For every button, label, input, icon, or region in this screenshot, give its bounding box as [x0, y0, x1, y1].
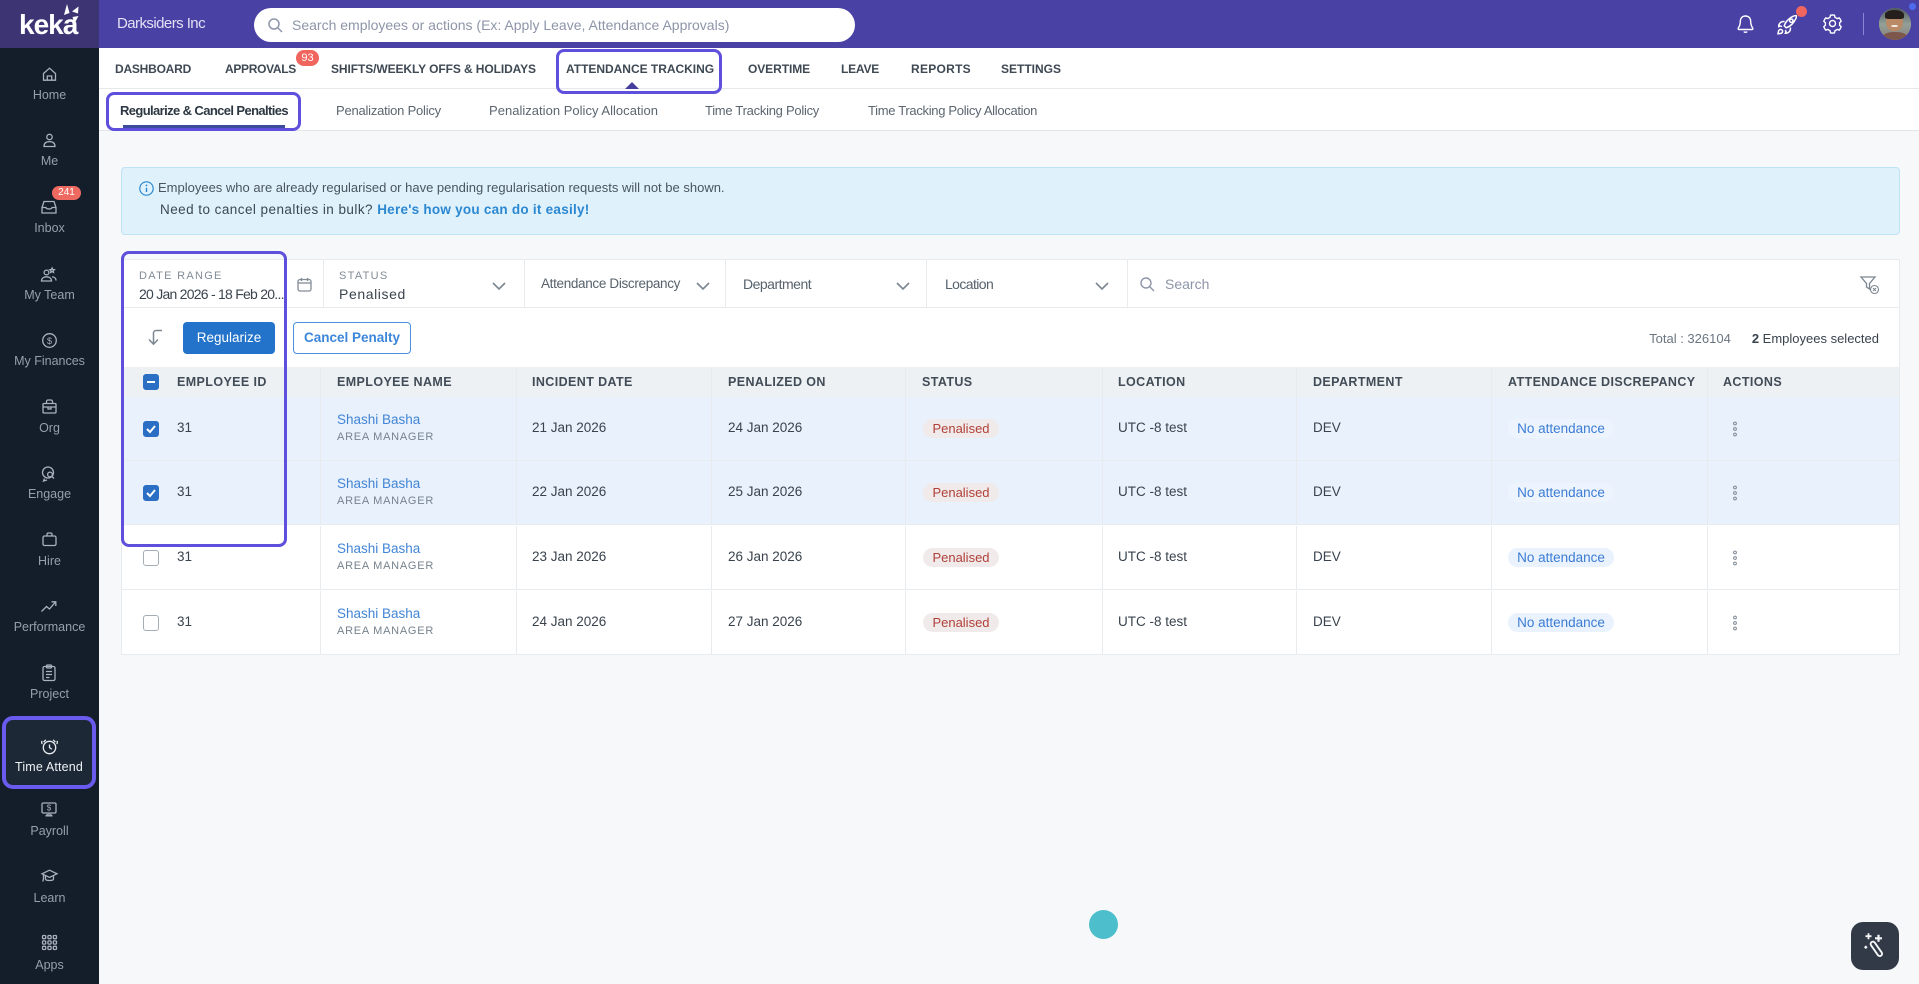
svg-text:$: $: [47, 336, 52, 346]
svg-text:$: $: [47, 804, 52, 813]
